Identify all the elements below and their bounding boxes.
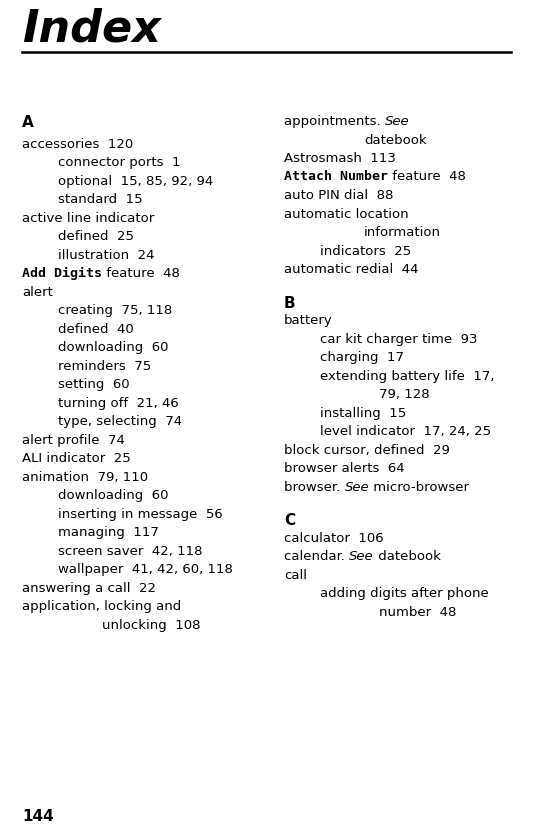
Text: reminders  75: reminders 75 — [58, 360, 151, 373]
Text: adding digits after phone: adding digits after phone — [320, 587, 489, 600]
Text: charging  17: charging 17 — [320, 351, 404, 364]
Text: wallpaper  41, 42, 60, 118: wallpaper 41, 42, 60, 118 — [58, 563, 233, 576]
Text: animation  79, 110: animation 79, 110 — [22, 470, 148, 484]
Text: datebook: datebook — [364, 133, 426, 147]
Text: 79, 128: 79, 128 — [379, 388, 430, 401]
Text: unlocking  108: unlocking 108 — [102, 618, 200, 632]
Text: feature  48: feature 48 — [388, 170, 466, 184]
Text: application, locking and: application, locking and — [22, 600, 181, 613]
Text: Add Digits: Add Digits — [22, 267, 102, 280]
Text: block cursor, defined  29: block cursor, defined 29 — [284, 443, 450, 457]
Text: auto PIN dial  88: auto PIN dial 88 — [284, 189, 393, 202]
Text: answering a call  22: answering a call 22 — [22, 582, 156, 594]
Text: illustration  24: illustration 24 — [58, 249, 155, 261]
Text: inserting in message  56: inserting in message 56 — [58, 508, 223, 520]
Text: information: information — [364, 226, 441, 239]
Text: downloading  60: downloading 60 — [58, 489, 168, 502]
Text: datebook: datebook — [374, 550, 441, 563]
Text: micro-browser: micro-browser — [369, 480, 469, 494]
Text: defined  25: defined 25 — [58, 230, 134, 243]
Text: type, selecting  74: type, selecting 74 — [58, 415, 182, 428]
Text: 144: 144 — [22, 809, 54, 824]
Text: car kit charger time  93: car kit charger time 93 — [320, 333, 478, 345]
Text: installing  15: installing 15 — [320, 406, 406, 420]
Text: turning off  21, 46: turning off 21, 46 — [58, 396, 179, 410]
Text: feature  48: feature 48 — [102, 267, 180, 280]
Text: connector ports  1: connector ports 1 — [58, 156, 181, 169]
Text: alert profile  74: alert profile 74 — [22, 433, 125, 447]
Text: automatic location: automatic location — [284, 208, 409, 220]
Text: browser.: browser. — [284, 480, 344, 494]
Text: screen saver  42, 118: screen saver 42, 118 — [58, 545, 203, 557]
Text: extending battery life  17,: extending battery life 17, — [320, 370, 495, 382]
Text: automatic redial  44: automatic redial 44 — [284, 263, 418, 276]
Text: optional  15, 85, 92, 94: optional 15, 85, 92, 94 — [58, 174, 213, 188]
Text: battery: battery — [284, 314, 333, 327]
Text: standard  15: standard 15 — [58, 193, 143, 206]
Text: See: See — [344, 480, 369, 494]
Text: creating  75, 118: creating 75, 118 — [58, 304, 172, 317]
Text: Index: Index — [22, 8, 161, 51]
Text: accessories  120: accessories 120 — [22, 137, 133, 151]
Text: setting  60: setting 60 — [58, 378, 130, 391]
Text: defined  40: defined 40 — [58, 323, 134, 335]
Text: A: A — [22, 115, 34, 130]
Text: active line indicator: active line indicator — [22, 211, 154, 225]
Text: calculator  106: calculator 106 — [284, 531, 384, 545]
Text: downloading  60: downloading 60 — [58, 341, 168, 354]
Text: See: See — [349, 550, 374, 563]
Text: managing  117: managing 117 — [58, 526, 159, 539]
Text: appointments.: appointments. — [284, 115, 385, 128]
Text: call: call — [284, 568, 307, 582]
Text: See: See — [385, 115, 409, 128]
Text: C: C — [284, 513, 295, 528]
Text: Astrosmash  113: Astrosmash 113 — [284, 152, 396, 165]
Text: Attach Number: Attach Number — [284, 170, 388, 184]
Text: alert: alert — [22, 286, 53, 298]
Text: indicators  25: indicators 25 — [320, 245, 411, 257]
Text: number  48: number 48 — [379, 606, 456, 618]
Text: calendar.: calendar. — [284, 550, 349, 563]
Text: level indicator  17, 24, 25: level indicator 17, 24, 25 — [320, 425, 491, 438]
Text: ALI indicator  25: ALI indicator 25 — [22, 452, 131, 465]
Text: browser alerts  64: browser alerts 64 — [284, 462, 405, 475]
Text: B: B — [284, 296, 296, 311]
